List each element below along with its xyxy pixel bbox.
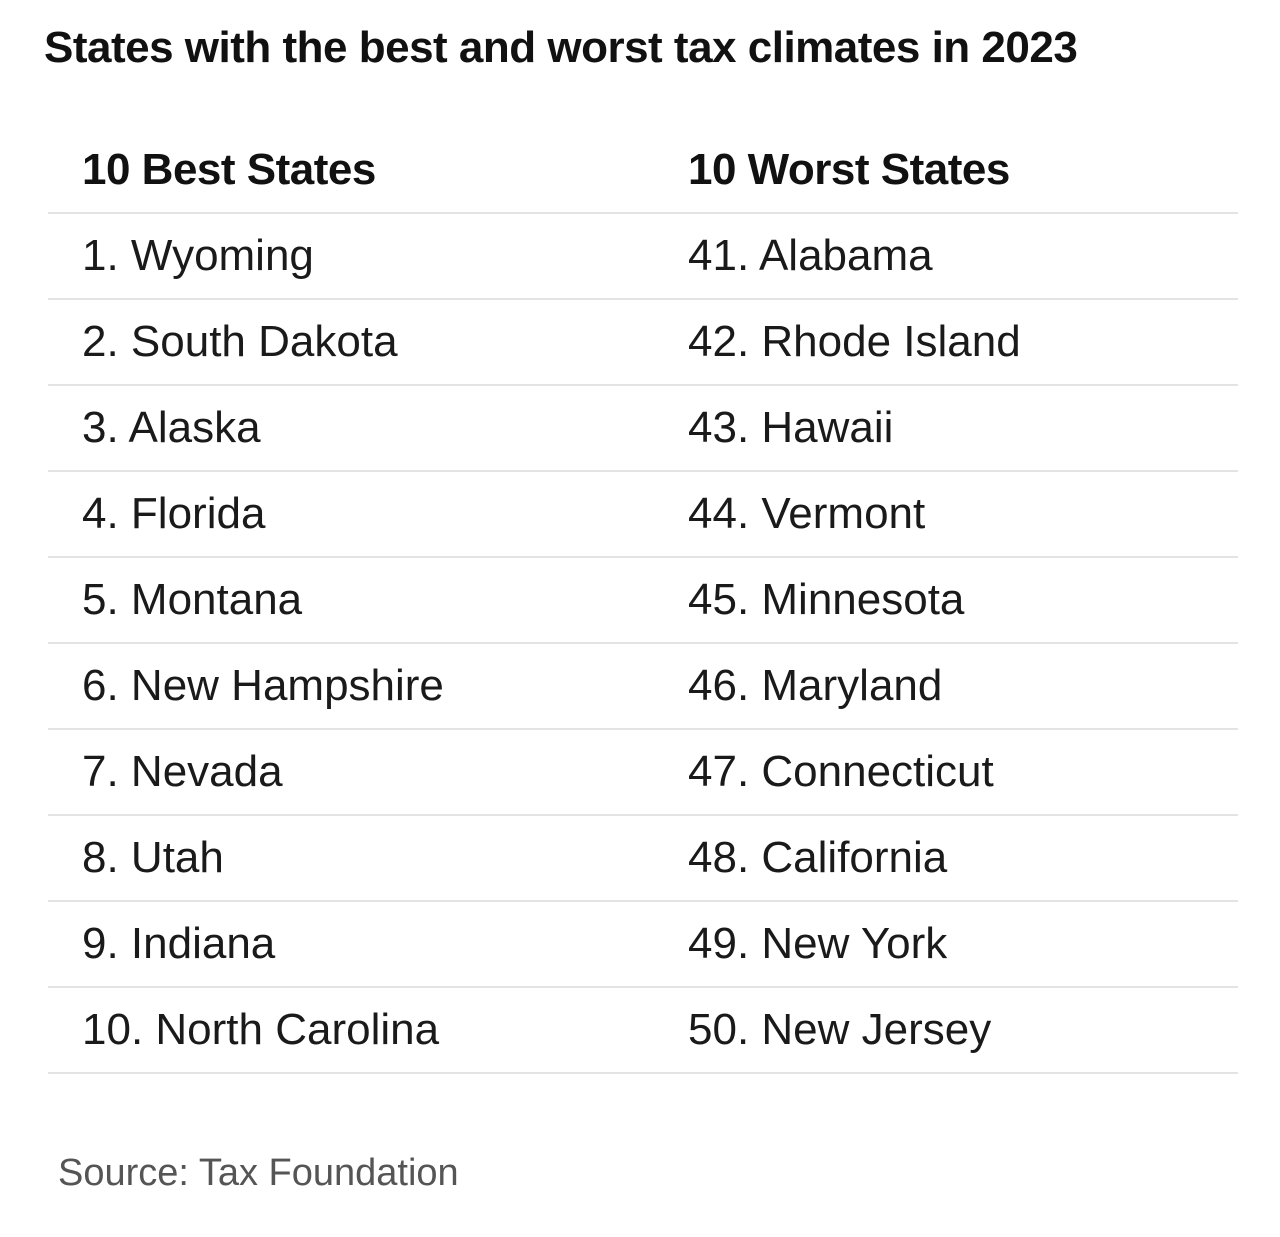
- worst-state-cell: 49. New York: [688, 919, 948, 968]
- worst-state-cell: 44. Vermont: [688, 489, 926, 538]
- best-state-cell: 5. Montana: [82, 575, 303, 624]
- worst-state-cell: 48. California: [688, 833, 948, 882]
- worst-state-cell: 43. Hawaii: [688, 403, 894, 452]
- table-row: 5. Montana 45. Minnesota: [48, 558, 1238, 644]
- best-state-cell: 1. Wyoming: [82, 231, 314, 280]
- worst-state-cell: 50. New Jersey: [688, 1005, 992, 1054]
- worst-state-cell: 41. Alabama: [688, 231, 933, 280]
- column-header-worst: 10 Worst States: [688, 145, 1010, 194]
- best-state-cell: 6. New Hampshire: [82, 661, 444, 710]
- worst-state-cell: 46. Maryland: [688, 661, 943, 710]
- table-row: 3. Alaska 43. Hawaii: [48, 386, 1238, 472]
- worst-state-cell: 42. Rhode Island: [688, 317, 1021, 366]
- table-row: 1. Wyoming 41. Alabama: [48, 214, 1238, 300]
- worst-state-cell: 45. Minnesota: [688, 575, 965, 624]
- table-row: 9. Indiana 49. New York: [48, 902, 1238, 988]
- best-state-cell: 10. North Carolina: [82, 1005, 440, 1054]
- chart-title: States with the best and worst tax clima…: [44, 23, 1078, 72]
- table-row: 10. North Carolina 50. New Jersey: [48, 988, 1238, 1074]
- best-state-cell: 2. South Dakota: [82, 317, 398, 366]
- best-state-cell: 7. Nevada: [82, 747, 283, 796]
- best-state-cell: 8. Utah: [82, 833, 224, 882]
- table-row: 7. Nevada 47. Connecticut: [48, 730, 1238, 816]
- source-note: Source: Tax Foundation: [58, 1152, 459, 1194]
- table-row: 6. New Hampshire 46. Maryland: [48, 644, 1238, 730]
- best-state-cell: 4. Florida: [82, 489, 266, 538]
- table-row: 2. South Dakota 42. Rhode Island: [48, 300, 1238, 386]
- column-header-best: 10 Best States: [82, 145, 376, 194]
- rankings-table: 10 Best States 10 Worst States 1. Wyomin…: [48, 128, 1238, 1074]
- worst-state-cell: 47. Connecticut: [688, 747, 994, 796]
- table-row: 4. Florida 44. Vermont: [48, 472, 1238, 558]
- table-row: 8. Utah 48. California: [48, 816, 1238, 902]
- best-state-cell: 9. Indiana: [82, 919, 276, 968]
- best-state-cell: 3. Alaska: [82, 403, 261, 452]
- table-header-row: 10 Best States 10 Worst States: [48, 128, 1238, 214]
